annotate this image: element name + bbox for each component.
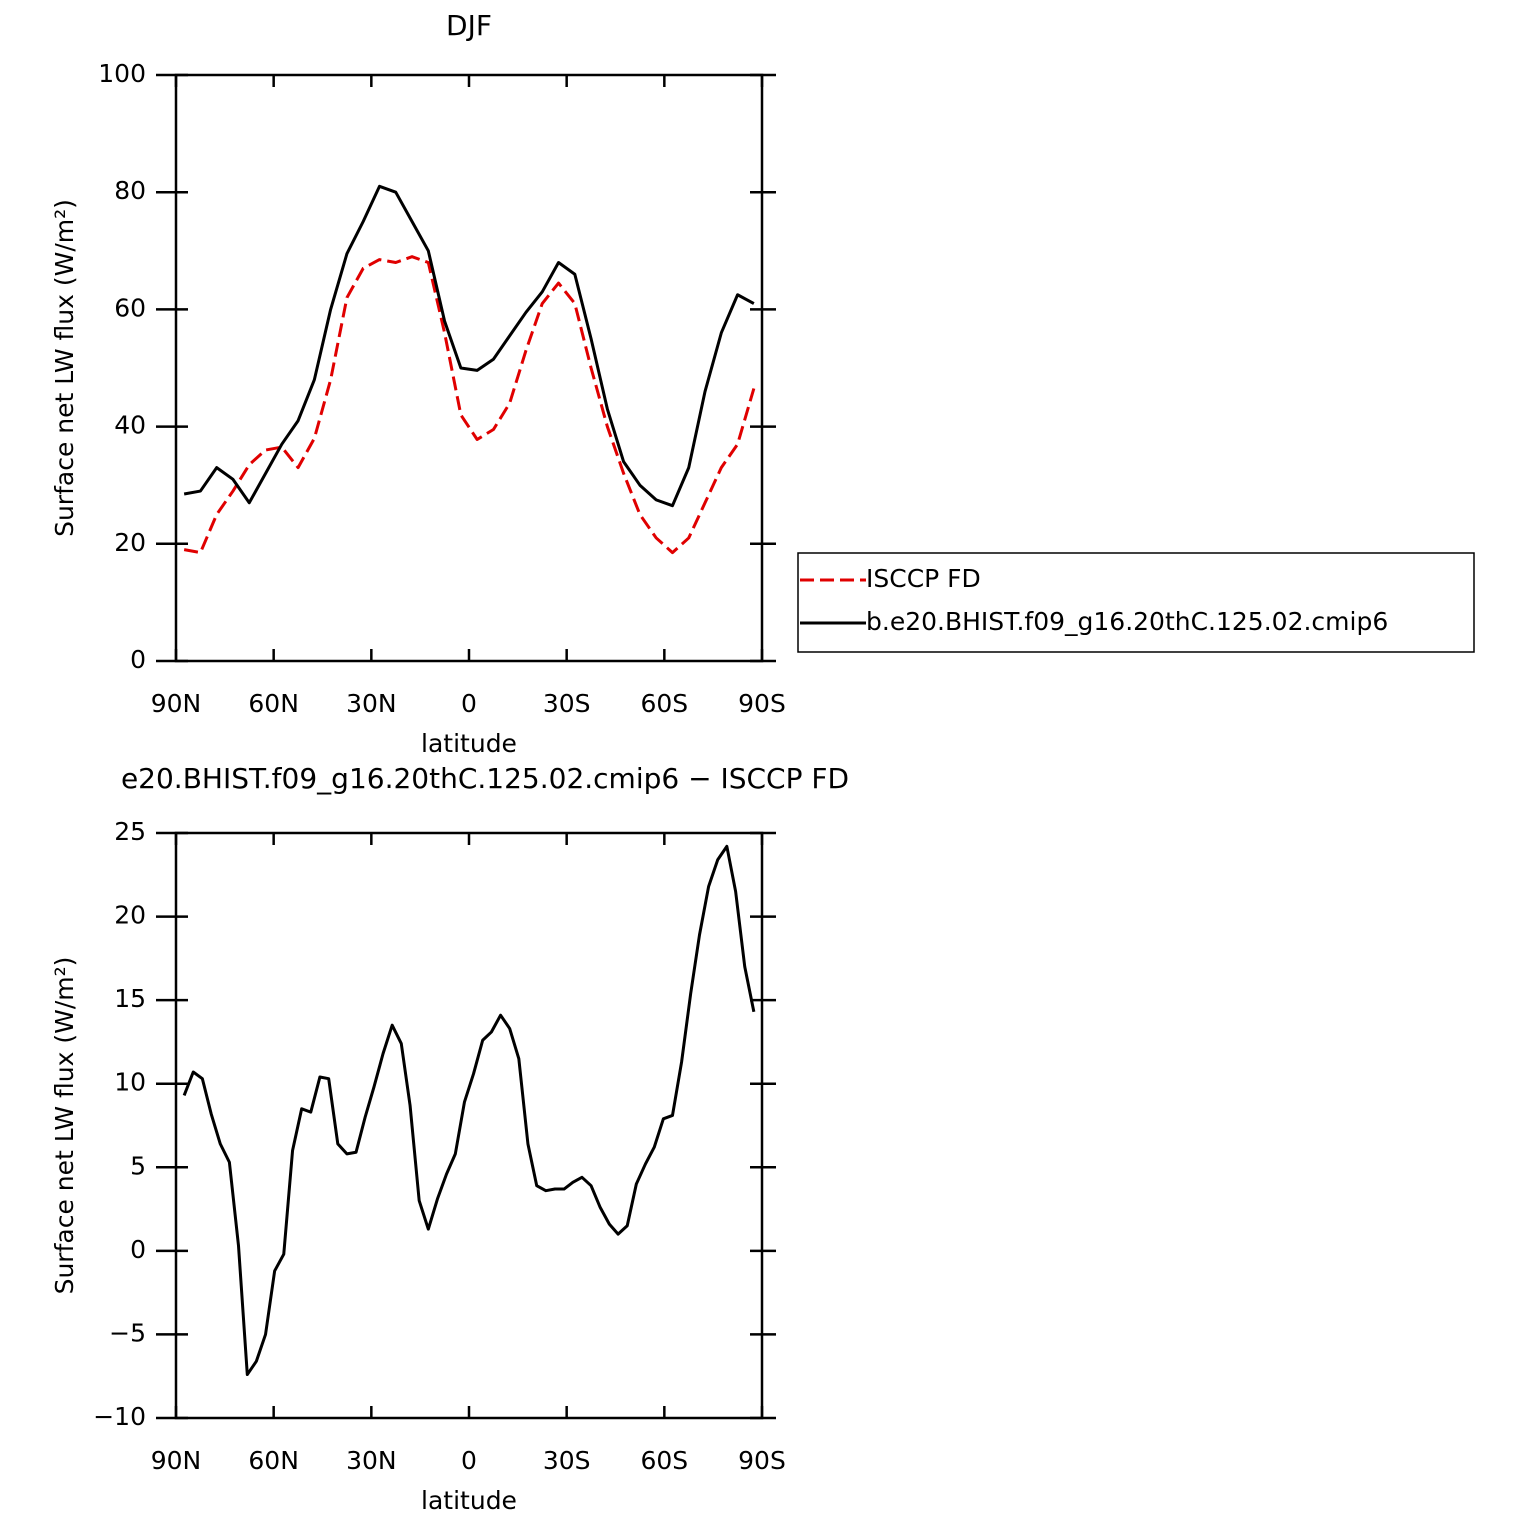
x-tick-label: 60S <box>640 689 688 718</box>
chart-title: e20.BHIST.f09_g16.20thC.125.02.cmip6 − I… <box>121 762 849 795</box>
y-tick-label: 80 <box>114 176 146 205</box>
x-tick-label: 30S <box>543 689 591 718</box>
x-tick-label: 90S <box>738 689 786 718</box>
data-line <box>183 184 755 508</box>
y-tick-label: −5 <box>109 1318 146 1347</box>
y-tick-label: 0 <box>130 645 146 674</box>
y-tick-label: 20 <box>114 528 146 557</box>
x-tick-label: 0 <box>461 689 477 718</box>
y-axis-label: Surface net LW flux (W/m²) <box>50 199 79 537</box>
legend: ISCCP FD b.e20.BHIST.f09_g16.20thC.125.02… <box>797 552 1475 653</box>
x-tick-label: 90N <box>151 689 202 718</box>
y-axis-label: Surface net LW flux (W/m²) <box>50 957 79 1295</box>
panel: DJF 0 20 40 60 80 100 90N 60N 30N 0 30S 60S 90S latitu… <box>50 9 1475 758</box>
x-tick-label: 0 <box>461 1446 477 1475</box>
legend-label: b.e20.BHIST.f09_g16.20thC.125.02.cmip6 <box>866 607 1388 636</box>
x-tick-label: 60N <box>248 689 299 718</box>
x-tick-label: 60S <box>640 1446 688 1475</box>
x-tick-label: 90S <box>738 1446 786 1475</box>
y-tick-label: −10 <box>93 1402 146 1431</box>
panel: e20.BHIST.f09_g16.20thC.125.02.cmip6 − I… <box>50 762 849 1515</box>
y-tick-label: 10 <box>114 1068 146 1097</box>
y-tick-label: 0 <box>130 1235 146 1264</box>
data-line <box>182 844 756 1377</box>
x-axis-label: latitude <box>421 1486 517 1515</box>
x-tick-label: 30S <box>543 1446 591 1475</box>
legend-box <box>797 552 1475 653</box>
x-tick-label: 90N <box>151 1446 202 1475</box>
x-tick-label: 30N <box>346 1446 397 1475</box>
data-line <box>183 255 756 555</box>
y-tick-label: 20 <box>114 901 146 930</box>
y-tick-label: 25 <box>114 817 146 846</box>
y-tick-label: 15 <box>114 984 146 1013</box>
plot-frame <box>174 831 764 1420</box>
y-tick-label: 40 <box>114 411 146 440</box>
legend-label: ISCCP FD <box>866 564 981 593</box>
y-tick-label: 100 <box>98 59 146 88</box>
x-axis-label: latitude <box>421 729 517 758</box>
x-tick-label: 60N <box>248 1446 299 1475</box>
chart-title: DJF <box>446 9 492 42</box>
x-tick-label: 30N <box>346 689 397 718</box>
y-tick-label: 60 <box>114 293 146 322</box>
y-tick-label: 5 <box>130 1151 146 1180</box>
